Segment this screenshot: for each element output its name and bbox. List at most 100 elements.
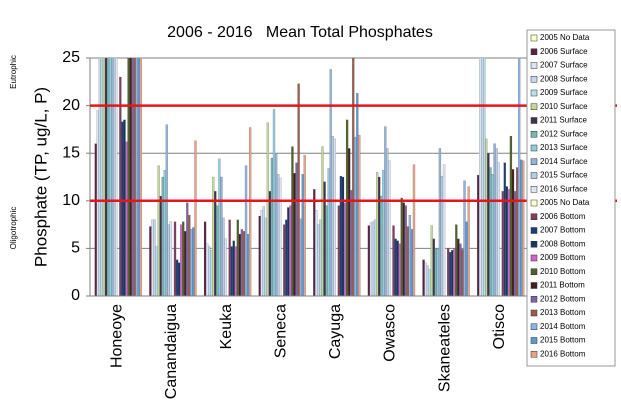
bar <box>329 69 332 296</box>
bar <box>442 164 446 296</box>
bar <box>325 205 328 296</box>
bar <box>367 225 371 296</box>
y-tick-label: 15 <box>62 144 80 161</box>
bar <box>238 234 242 296</box>
bar <box>493 143 496 296</box>
bar <box>283 224 286 296</box>
legend-swatch <box>530 337 538 344</box>
bar <box>222 217 225 296</box>
legend-label: 2014 Bottom <box>540 322 586 331</box>
bar <box>285 219 288 296</box>
bar <box>125 141 128 296</box>
bar <box>392 225 395 296</box>
legend-swatch <box>530 227 538 234</box>
y-axis-label: Phosphate (TP, ug/L, P) <box>31 87 50 267</box>
bar <box>159 195 162 296</box>
bar <box>301 174 304 296</box>
legend-swatch <box>530 34 538 42</box>
legend-swatch <box>530 268 538 275</box>
bar <box>262 206 265 296</box>
bar <box>465 221 468 296</box>
bar <box>461 249 464 296</box>
legend-label: 2012 Surface <box>540 129 588 138</box>
legend-swatch <box>530 351 538 358</box>
bar <box>491 174 494 296</box>
bar <box>337 205 341 296</box>
x-tick-label: Otisco <box>491 304 508 349</box>
bar <box>440 175 444 296</box>
bar <box>505 186 508 296</box>
legend-swatch <box>530 144 538 152</box>
bar <box>497 162 500 296</box>
bar <box>410 229 414 296</box>
bar <box>293 173 296 296</box>
bar <box>430 225 433 296</box>
bar <box>279 177 282 296</box>
bar <box>216 205 219 296</box>
bar <box>167 224 170 296</box>
bar <box>220 176 223 296</box>
bar <box>236 219 239 296</box>
bar <box>184 231 187 296</box>
legend-swatch <box>530 186 538 193</box>
bar <box>345 119 349 296</box>
bar <box>258 215 261 296</box>
bar <box>518 58 521 296</box>
bar <box>477 174 480 296</box>
legend-label: 2015 Bottom <box>540 336 586 345</box>
bar <box>123 119 126 296</box>
legend-swatch <box>530 172 538 179</box>
bar <box>396 240 399 296</box>
legend-label: 2014 Surface <box>540 157 588 166</box>
legend-label: 2016 Bottom <box>540 349 586 358</box>
bar <box>224 238 227 296</box>
bar <box>287 207 290 296</box>
bar <box>111 58 114 296</box>
bar <box>321 146 324 296</box>
bar <box>94 143 97 296</box>
bar <box>495 148 498 296</box>
bar <box>422 259 425 296</box>
bar <box>135 58 138 296</box>
bars <box>94 58 525 296</box>
legend-label: 2007 Bottom <box>540 226 586 235</box>
bar <box>270 157 274 296</box>
legend-swatch <box>530 117 538 124</box>
legend-swatch <box>530 282 538 289</box>
bar <box>400 197 403 296</box>
legend-label: 2009 Bottom <box>540 253 586 262</box>
bar <box>378 176 381 296</box>
bar <box>373 219 377 296</box>
bar <box>299 218 302 296</box>
legend-swatch <box>530 323 538 330</box>
legend-swatch <box>530 62 538 69</box>
bar <box>127 58 130 296</box>
legend-swatch <box>530 241 538 248</box>
bar <box>212 176 215 296</box>
side-label: Oligotrophic <box>9 207 18 250</box>
legend-swatch <box>530 131 538 138</box>
bar <box>479 58 482 296</box>
bar <box>119 76 122 296</box>
bar <box>513 191 517 296</box>
bar <box>272 109 276 296</box>
legend-swatch <box>530 213 538 220</box>
x-tick-label: Skaneateles <box>436 304 453 392</box>
bar <box>289 205 292 296</box>
bar <box>113 58 116 296</box>
bar <box>408 214 412 296</box>
x-tick-label: Canandaigua <box>163 304 180 399</box>
bar <box>447 248 450 296</box>
x-tick-label: Owasco <box>382 304 399 362</box>
legend-swatch <box>530 48 538 55</box>
bar <box>102 58 106 296</box>
bar <box>436 249 440 296</box>
legend-label: 2009 Surface <box>540 88 588 97</box>
bar <box>295 162 298 296</box>
bar <box>319 219 322 296</box>
bar <box>161 176 164 296</box>
bar <box>483 58 486 296</box>
bar <box>333 138 336 296</box>
bar <box>509 135 513 296</box>
bar <box>341 176 345 296</box>
